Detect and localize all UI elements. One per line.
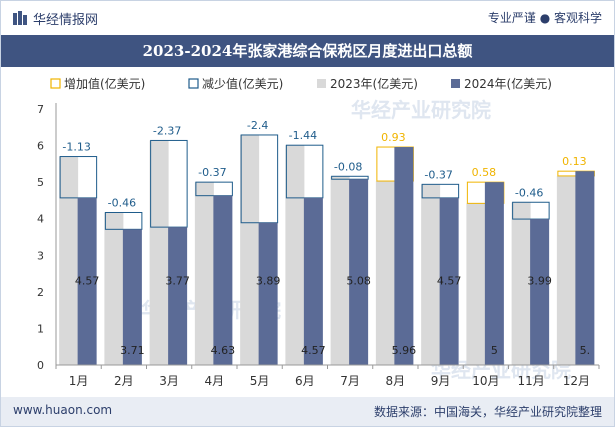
value-label-2024-11: 5. [580,344,591,357]
title-band: 2023-2024年张家港综合保税区月度进出口总额 [1,35,614,67]
value-label-2024-3: 4.63 [211,344,236,357]
diff-label-4: -2.4 [247,119,268,132]
bar-2024-1 [122,229,142,365]
diff-label-9: 0.58 [472,166,497,179]
y-tick-label-4: 4 [37,213,44,226]
value-label-2024-2: 3.77 [165,275,190,288]
diff-label-10: -0.46 [515,186,543,199]
bar-2023-3 [194,182,214,365]
diff-label-3: -0.37 [198,166,226,179]
change-box-0 [59,156,98,199]
legend-label-0: 增加值(亿美元) [64,76,145,91]
bar-2023-1 [104,212,124,365]
value-label-2024-10: 3.99 [527,275,552,288]
y-tick-label-2: 2 [37,286,44,299]
chart-title: 2023-2024年张家港综合保税区月度进出口总额 [142,42,473,60]
value-label-2024-4: 3.89 [256,275,281,288]
diff-label-1: -0.46 [108,196,136,209]
legend: 增加值(亿美元) 减少值(亿美元) 2023年(亿美元) 2024年(亿美元) [50,76,552,91]
brand-tagline: 专业严谨 ● 客观科学 [487,11,602,25]
x-tick-label-1: 2月 [114,374,134,388]
bar-2023-11 [556,175,576,365]
bar-2024-0 [77,197,97,365]
bar-2023-5 [285,145,305,365]
bar-2024-2 [168,227,188,365]
bar-2024-3 [213,195,233,365]
x-tick-label-3: 4月 [205,374,225,388]
x-tick-label-5: 6月 [295,374,315,388]
y-tick-label-0: 0 [37,359,44,372]
bar-2024-11 [575,171,595,365]
diff-label-7: 0.93 [381,131,406,144]
diff-label-11: 0.13 [562,155,587,168]
x-tick-label-9: 10月 [472,374,499,388]
diff-label-5: -1.44 [289,129,317,142]
bar-2023-0 [59,156,79,365]
value-label-2024-0: 4.57 [75,275,100,288]
value-label-2024-5: 4.57 [301,344,326,357]
bar-2023-9 [466,203,486,365]
diff-label-2: -2.37 [153,124,181,137]
x-tick-label-6: 7月 [340,374,360,388]
legend-label-1: 减少值(亿美元) [202,76,283,91]
y-tick-label-5: 5 [37,176,44,189]
legend-swatch-2 [317,79,326,88]
legend-label-2: 2023年(亿美元) [330,76,418,91]
x-tick-label-4: 5月 [250,374,270,388]
diff-label-8: -0.37 [424,168,452,181]
legend-swatch-0 [50,78,61,89]
brand-logo-icon [13,11,27,25]
x-tick-label-7: 8月 [386,374,406,388]
bar-2023-7 [375,181,395,365]
bar-2023-4 [240,134,260,365]
y-tick-label-3: 3 [37,249,44,262]
x-tick-label-10: 11月 [517,374,544,388]
legend-label-3: 2024年(亿美元) [464,76,552,91]
x-axis: 1月 2月 3月 4月 5月 6月 7月 8月 9月 10月 11月 12月 [55,364,600,388]
y-tick-label-6: 6 [37,140,44,153]
value-label-2024-8: 4.57 [437,275,462,288]
watermark-text-1: 华经产业研究院 [351,98,491,122]
footer: www.huaon.com 数据来源：中国海关，华经产业研究院整理 [1,397,614,426]
bar-2024-10 [530,219,550,365]
bar-2023-10 [511,202,531,365]
bar-2023-2 [149,140,169,365]
y-axis: 0 1 2 3 4 5 6 7 [37,103,57,372]
brand-name: 华经情报网 [33,13,99,28]
bars: -1.13 4.57 -0.46 3.71 -2.37 3.77 -0.37 4.63 -2.4… [59,119,595,365]
footer-url: www.huaon.com [13,403,113,417]
x-tick-label-2: 3月 [159,374,179,388]
bar-2024-5 [303,197,323,365]
data-source: 数据来源：中国海关，华经产业研究院整理 [373,405,602,419]
bar-2024-9 [484,182,504,365]
value-label-2024-7: 5.96 [392,344,417,357]
y-tick-label-1: 1 [37,322,44,335]
top-bar: 华经情报网 专业严谨 ● 客观科学 [1,1,614,35]
diff-label-0: -1.13 [62,141,90,154]
diff-label-6: -0.08 [334,160,362,173]
bar-2023-8 [421,184,441,365]
bar-2024-6 [349,179,369,365]
bar-2023-6 [330,176,350,365]
bar-2024-4 [258,222,278,365]
chart-svg: 华经产业研究院 华经产业研究院 华经产业研究院 增加值(亿美元)减少值(亿美元)… [37,76,600,388]
change-box-5 [285,144,324,199]
x-tick-label-0: 1月 [69,374,89,388]
bar-2024-8 [439,197,459,365]
value-label-2024-9: 5 [491,344,498,357]
bar-2024-7 [394,147,414,365]
value-label-2024-6: 5.08 [346,275,371,288]
value-label-2024-1: 3.71 [120,344,145,357]
legend-swatch-1 [188,78,199,89]
x-tick-label-11: 12月 [563,374,590,388]
legend-swatch-3 [451,79,460,88]
x-tick-label-8: 9月 [431,374,451,388]
y-tick-label-7: 7 [37,103,44,116]
